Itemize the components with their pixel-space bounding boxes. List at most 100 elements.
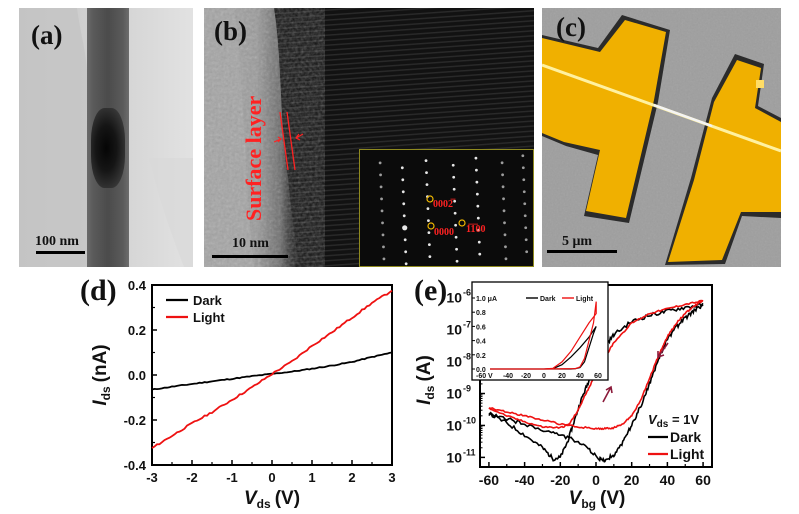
diffraction-spot <box>455 259 459 263</box>
d-legend: Dark Light <box>166 293 225 325</box>
panel-label-a: (a) <box>31 20 63 50</box>
e-inset-linear-plot: 0.0 0.2 0.4 0.6 0.8 1.0 μA -60 V -40 -20 0 20 40 60 D… <box>471 281 609 381</box>
diffraction-spot <box>400 166 404 170</box>
diffraction-spot <box>453 199 457 203</box>
diffraction-spot <box>424 159 428 162</box>
support-film-edge <box>19 8 193 267</box>
diffraction-spot <box>401 190 405 194</box>
panel-c-sem-image: (c) 5 μm <box>542 8 781 267</box>
e-legend: Dark Light <box>648 429 705 462</box>
diffraction-spot <box>381 233 385 237</box>
diffraction-spot <box>502 197 505 201</box>
e-y-tick-exponent: -11 <box>463 447 476 457</box>
e-x-tick-label: -20 <box>550 472 570 488</box>
diffraction-spot <box>454 223 458 227</box>
scale-bar-label-c: 5 μm <box>562 234 593 249</box>
diffraction-spot <box>402 225 408 231</box>
nanowire-bridge <box>653 103 713 128</box>
diffraction-spot <box>378 161 382 165</box>
diffraction-spot <box>524 226 528 230</box>
diffraction-spot <box>428 255 432 258</box>
diffraction-spot <box>501 185 505 189</box>
e-inset-legend-light: Light <box>576 296 594 303</box>
e-inset-x-tick-label: -20 <box>521 373 531 380</box>
d-series-light <box>151 289 393 449</box>
e-inset-y-tick-label: 1.0 μA <box>476 296 497 303</box>
diffraction-spot <box>382 257 386 261</box>
e-inset-x-tick-label: 0 <box>542 373 546 380</box>
diffraction-spot <box>522 190 526 194</box>
diffraction-spot <box>476 216 480 220</box>
d-y-tick-label: 0.2 <box>128 323 146 338</box>
diffraction-spot <box>476 204 480 208</box>
nanowire <box>87 8 129 267</box>
diffraction-spot <box>402 202 406 206</box>
diffraction-spot <box>404 250 408 254</box>
fft-inset: 0002̅ 0000 1̅1̅00 <box>359 149 534 267</box>
d-x-tick-label: -1 <box>226 470 238 485</box>
diffraction-spot <box>475 168 478 172</box>
d-x-tick-label: 0 <box>268 470 275 485</box>
diffraction-spot <box>503 221 506 225</box>
e-y-tick-label: 10 <box>446 417 462 433</box>
diffraction-spot <box>502 209 506 213</box>
diffraction-spot <box>475 180 479 184</box>
d-x-tick-label: 3 <box>388 470 395 485</box>
e-series-dark-reverse <box>488 302 704 463</box>
d-y-axis-label: Ids(nA) <box>90 344 113 405</box>
diffraction-spot <box>504 245 507 249</box>
diffraction-spot <box>427 243 431 246</box>
diffraction-spot <box>381 221 384 225</box>
diffraction-spot <box>402 214 406 218</box>
diffraction-spot <box>474 156 478 160</box>
e-x-tick-label: -40 <box>514 472 534 488</box>
diffraction-spot <box>379 185 383 189</box>
e-y-tick-label: 10 <box>446 386 462 402</box>
diffraction-spot <box>501 173 504 177</box>
e-inset-y-tick-label: 0.0 <box>476 367 486 374</box>
diffraction-spot <box>521 166 525 170</box>
e-inset-y-tick-label: 0.6 <box>476 324 486 331</box>
d-x-axis-label: Vds (V) <box>244 488 300 511</box>
panel-label-c: (c) <box>556 12 586 42</box>
diffraction-spot <box>382 245 385 249</box>
d-y-tick-label: -0.2 <box>124 413 146 428</box>
e-legend-label-dark: Dark <box>670 429 701 445</box>
spot-label-0000: 0000 <box>434 227 454 238</box>
diffraction-spot <box>500 161 504 165</box>
e-series-light-reverse <box>488 300 704 431</box>
e-y-tick-label: 10 <box>446 354 462 370</box>
indexed-spot-marker <box>427 222 435 230</box>
e-legend-label-light: Light <box>670 446 705 462</box>
e-x-tick-label: 60 <box>695 472 711 488</box>
scale-bar-c <box>547 250 617 253</box>
diffraction-spot <box>478 252 482 256</box>
panel-a-tem-image: (a) 100 nm <box>19 8 193 267</box>
panel-label-d: (d) <box>80 274 117 307</box>
scale-bar-b <box>212 255 288 258</box>
diffraction-spot <box>455 247 458 251</box>
e-inset-x-tick-label: 40 <box>576 373 584 380</box>
diffraction-spot <box>477 240 481 244</box>
d-legend-label-dark: Dark <box>193 293 223 308</box>
diffraction-spot <box>425 183 429 186</box>
diffraction-spot <box>380 197 383 201</box>
d-y-tick-label: 0.4 <box>128 278 147 293</box>
d-y-tick-label: 0.0 <box>128 368 146 383</box>
e-inset-x-tick-label: 60 <box>594 373 602 380</box>
diffraction-spot <box>452 187 456 191</box>
e-y-tick-label: 10 <box>446 322 462 338</box>
e-y-tick-label: 10 <box>446 290 462 306</box>
e-y-tick-exponent: -6 <box>463 288 471 298</box>
d-x-tick-label: 2 <box>348 470 355 485</box>
diffraction-spot <box>503 233 507 237</box>
e-inset-x-tick-label: -60 V <box>476 373 493 380</box>
e-inset-legend-dark: Dark <box>540 296 556 303</box>
diffraction-spot <box>427 219 430 222</box>
e-inset-y-tick-label: 0.4 <box>476 339 486 346</box>
e-x-axis-label: Vbg (V) <box>569 488 626 511</box>
diffraction-spots <box>378 154 529 266</box>
diffraction-spot <box>379 173 382 177</box>
